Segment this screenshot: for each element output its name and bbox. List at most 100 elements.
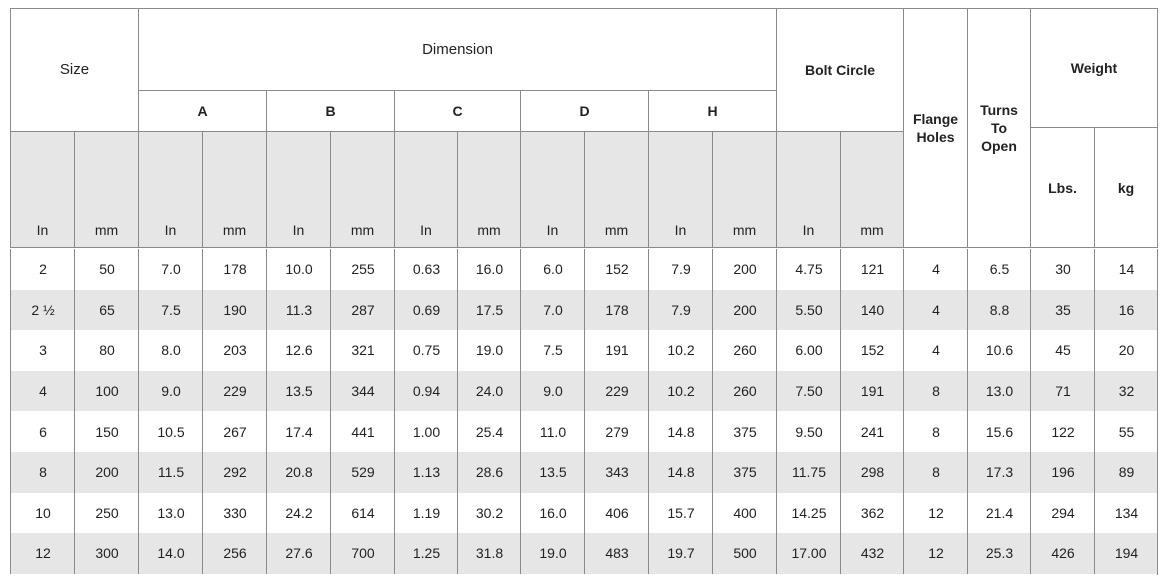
unit-label: mm: [202, 131, 267, 248]
table-cell: 7.0: [138, 249, 203, 290]
table-cell: 100: [74, 370, 139, 412]
table-cell: 250: [74, 492, 139, 534]
table-cell: 13.5: [266, 370, 331, 412]
table-cell: 241: [840, 411, 904, 452]
table-cell: 8: [10, 452, 75, 493]
unit-label: mm: [712, 131, 777, 248]
unit-label: mm: [74, 131, 139, 248]
table-cell: 14.8: [648, 452, 713, 493]
table-cell: 16: [1094, 289, 1158, 331]
table-cell: 196: [1030, 452, 1095, 493]
table-cell: 9.50: [776, 411, 841, 452]
table-cell: 8.0: [138, 330, 203, 371]
table-cell: 432: [840, 533, 904, 574]
table-cell: 279: [584, 411, 649, 452]
table-cell: 32: [1094, 370, 1158, 412]
table-cell: 500: [712, 533, 777, 574]
table-cell: 8: [903, 452, 968, 493]
table-cell: 16.0: [520, 492, 585, 534]
table-cell: 614: [330, 492, 395, 534]
table-cell: 10.2: [648, 370, 713, 412]
table-cell: 20.8: [266, 452, 331, 493]
table-edge: [1157, 249, 1166, 575]
table-cell: 3: [10, 330, 75, 371]
table-cell: 1.00: [394, 411, 458, 452]
table-cell: 9.0: [520, 370, 585, 412]
table-cell: 362: [840, 492, 904, 534]
table-cell: 121: [840, 249, 904, 290]
table-cell: 200: [74, 452, 139, 493]
table-cell: 406: [584, 492, 649, 534]
unit-label: In: [520, 131, 585, 248]
table-cell: 7.5: [138, 289, 203, 331]
table-cell: 4.75: [776, 249, 841, 290]
table-cell: 0.63: [394, 249, 458, 290]
table-cell: 441: [330, 411, 395, 452]
table-cell: 200: [712, 249, 777, 290]
table-cell: 6.0: [520, 249, 585, 290]
table-cell: 0.69: [394, 289, 458, 331]
table-cell: 11.5: [138, 452, 203, 493]
table-cell: 14.25: [776, 492, 841, 534]
table-cell: 229: [584, 370, 649, 412]
table-cell: 287: [330, 289, 395, 331]
table-cell: 12: [903, 492, 968, 534]
table-cell: 19.7: [648, 533, 713, 574]
table-cell: 25.3: [967, 533, 1031, 574]
table-cell: 25.4: [457, 411, 521, 452]
table-cell: 65: [74, 289, 139, 331]
dimension-header: Dimension: [138, 8, 777, 91]
table-cell: 19.0: [520, 533, 585, 574]
table-cell: 0.75: [394, 330, 458, 371]
table-cell: 50: [74, 249, 139, 290]
table-cell: 426: [1030, 533, 1095, 574]
unit-label: In: [648, 131, 713, 248]
table-cell: 194: [1094, 533, 1158, 574]
table-cell: 17.3: [967, 452, 1031, 493]
table-cell: 71: [1030, 370, 1095, 412]
table-cell: 9.0: [138, 370, 203, 412]
table-cell: 10.2: [648, 330, 713, 371]
table-cell: 321: [330, 330, 395, 371]
table-cell: 2: [10, 249, 75, 290]
table-cell: 4: [903, 330, 968, 371]
table-cell: 11.75: [776, 452, 841, 493]
table-cell: 13.0: [967, 370, 1031, 412]
table-cell: 178: [584, 289, 649, 331]
table-cell: 30: [1030, 249, 1095, 290]
group-header: C: [394, 90, 521, 132]
weight-unit: Lbs.: [1030, 127, 1095, 248]
table-cell: 7.0: [520, 289, 585, 331]
table-cell: 191: [840, 370, 904, 412]
table-cell: 344: [330, 370, 395, 412]
table-cell: 7.9: [648, 289, 713, 331]
unit-label: In: [394, 131, 458, 248]
table-cell: 700: [330, 533, 395, 574]
unit-label: In: [266, 131, 331, 248]
table-cell: 13.0: [138, 492, 203, 534]
table-cell: 6: [10, 411, 75, 452]
table-cell: 294: [1030, 492, 1095, 534]
table-cell: 1.19: [394, 492, 458, 534]
table-cell: 28.6: [457, 452, 521, 493]
table-cell: 140: [840, 289, 904, 331]
table-cell: 21.4: [967, 492, 1031, 534]
table-cell: 483: [584, 533, 649, 574]
table-cell: 35: [1030, 289, 1095, 331]
table-cell: 152: [840, 330, 904, 371]
group-header: H: [648, 90, 777, 132]
group-header: A: [138, 90, 267, 132]
table-cell: 300: [74, 533, 139, 574]
table-cell: 17.5: [457, 289, 521, 331]
table-cell: 200: [712, 289, 777, 331]
table-cell: 14.8: [648, 411, 713, 452]
table-cell: 256: [202, 533, 267, 574]
table-cell: 6.5: [967, 249, 1031, 290]
table-cell: 80: [74, 330, 139, 371]
bolt-circle-header: Bolt Circle: [776, 8, 904, 132]
table-cell: 8.8: [967, 289, 1031, 331]
table-cell: 19.0: [457, 330, 521, 371]
unit-label: mm: [840, 131, 904, 248]
table-cell: 4: [10, 370, 75, 412]
table-cell: 24.0: [457, 370, 521, 412]
